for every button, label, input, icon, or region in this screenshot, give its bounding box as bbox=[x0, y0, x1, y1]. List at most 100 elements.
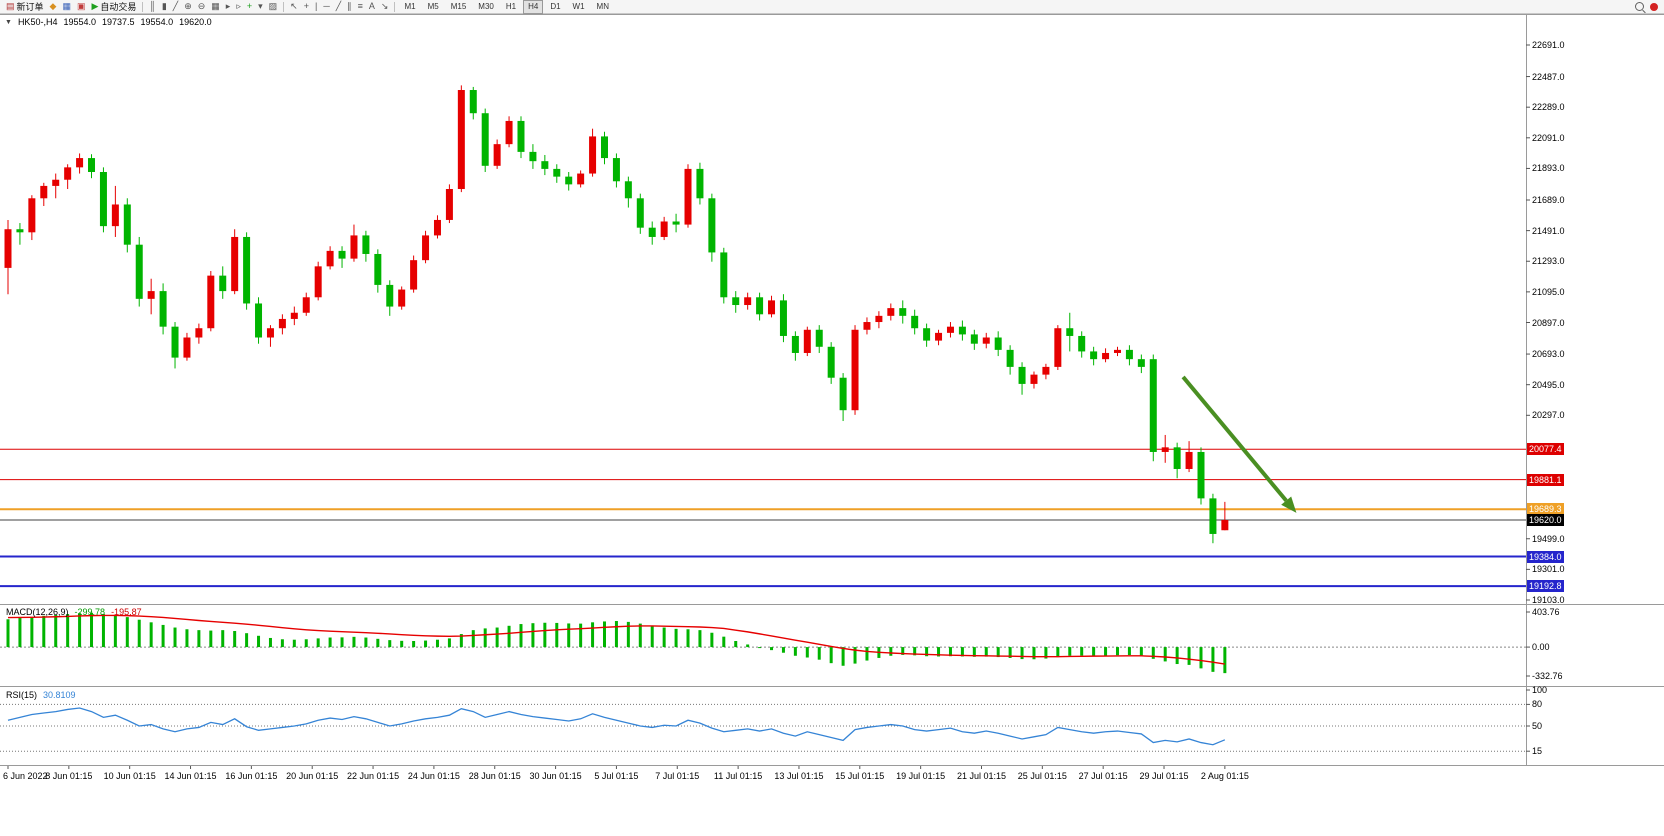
macd-indicator-label: MACD(12,26,9) -299.78 -195.87 bbox=[6, 607, 142, 617]
candle-body bbox=[207, 275, 215, 329]
timeframe-m1-button[interactable]: M1 bbox=[404, 2, 416, 11]
channel-button[interactable]: ∥ bbox=[344, 0, 355, 13]
timeframe-mn-button[interactable]: MN bbox=[596, 2, 609, 11]
timeframe-h1-button[interactable]: H1 bbox=[505, 2, 517, 11]
horizontal-line-icon: ─ bbox=[323, 1, 330, 11]
macd-histogram-bar bbox=[435, 639, 439, 648]
macd-histogram-bar bbox=[770, 647, 774, 651]
zoom-out-button[interactable]: ⊖ bbox=[195, 0, 209, 13]
timeframe-m15-button[interactable]: M15 bbox=[450, 2, 467, 11]
timeframe-m5-button[interactable]: M5 bbox=[427, 2, 439, 11]
text-button[interactable]: A bbox=[366, 0, 378, 13]
periods-button[interactable]: ▾ bbox=[255, 0, 266, 13]
candle-body bbox=[720, 252, 728, 298]
time-axis-label: 21 Jul 01:15 bbox=[956, 771, 1007, 781]
macd-histogram-bar bbox=[722, 636, 726, 648]
macd-histogram-bar bbox=[268, 637, 272, 648]
macd-histogram-bar bbox=[1104, 647, 1108, 656]
timeframe-d1-button[interactable]: D1 bbox=[550, 2, 561, 11]
macd-histogram-bar bbox=[412, 641, 416, 648]
candle-body bbox=[1054, 328, 1062, 367]
macd-histogram-bar bbox=[579, 623, 583, 648]
rsi-axis-label: 50 bbox=[1532, 721, 1543, 731]
search-button[interactable] bbox=[1632, 0, 1647, 13]
autotrading-button[interactable]: ▶ 自动交易 bbox=[88, 0, 139, 13]
price-badge: 19881.1 bbox=[1527, 474, 1564, 486]
zoom-in-button[interactable]: ⊕ bbox=[181, 0, 195, 13]
macd-histogram-bar bbox=[996, 647, 1000, 658]
macd-histogram-bar bbox=[197, 630, 201, 648]
trendline-button[interactable]: ╱ bbox=[333, 0, 344, 13]
terminal-button[interactable]: ▣ bbox=[74, 0, 89, 13]
horizontal-line-button[interactable]: ─ bbox=[320, 0, 332, 13]
price-axis-label: 21689.0 bbox=[1532, 195, 1565, 205]
macd-histogram-bar bbox=[30, 617, 34, 648]
tile-windows-button[interactable]: ▦ bbox=[208, 0, 223, 13]
cursor-icon: ↖ bbox=[290, 1, 298, 11]
line-chart-button[interactable]: ╱ bbox=[170, 0, 181, 13]
macd-histogram-bar bbox=[603, 621, 606, 648]
timeframe-h4-button[interactable]: H4 bbox=[523, 0, 544, 14]
trend-arrow-head[interactable] bbox=[1281, 496, 1297, 513]
candle-body bbox=[64, 167, 72, 180]
bar-chart-button[interactable]: ║ bbox=[146, 0, 158, 13]
candle-body bbox=[135, 244, 143, 299]
candle-body bbox=[946, 326, 954, 333]
market-watch-button[interactable]: ▦ bbox=[59, 0, 74, 13]
macd-histogram-bar bbox=[292, 639, 296, 648]
macd-histogram-bar bbox=[650, 625, 654, 648]
new-order-button[interactable]: ▤ 新订单 bbox=[3, 0, 47, 13]
candle-body bbox=[123, 204, 131, 245]
macd-histogram-bar bbox=[137, 619, 141, 648]
trend-arrow[interactable] bbox=[1181, 375, 1288, 502]
candle-body bbox=[505, 120, 513, 145]
crosshair-button[interactable]: + bbox=[301, 0, 312, 13]
candle-body bbox=[195, 328, 203, 338]
macd-histogram-bar bbox=[1020, 647, 1024, 660]
macd-histogram-bar bbox=[304, 639, 308, 648]
candle-body bbox=[994, 337, 1002, 350]
candlestick-chart-button[interactable]: ▮ bbox=[159, 0, 170, 13]
macd-histogram-bar bbox=[1032, 647, 1036, 660]
chart-low-value: 19554.0 bbox=[140, 17, 174, 27]
timeframe-m30-button[interactable]: M30 bbox=[478, 2, 494, 11]
cursor-button[interactable]: ↖ bbox=[287, 0, 301, 13]
macd-histogram-bar bbox=[364, 637, 368, 648]
macd-histogram-bar bbox=[567, 623, 571, 648]
autotrading-play-icon: ▶ bbox=[91, 1, 99, 11]
toolbar-separator bbox=[142, 1, 144, 12]
macd-histogram-bar bbox=[1211, 647, 1215, 672]
timeframe-w1-button[interactable]: W1 bbox=[572, 2, 585, 11]
chart-title-expander-icon[interactable]: ▼ bbox=[5, 18, 12, 26]
candle-body bbox=[1197, 451, 1205, 499]
candle-body bbox=[577, 173, 585, 185]
auto-scroll-button[interactable]: ▸ bbox=[223, 0, 234, 13]
charts-button[interactable]: ◆ bbox=[47, 0, 60, 13]
macd-histogram-bar bbox=[1139, 647, 1143, 656]
candle-body bbox=[266, 328, 274, 338]
candle-body bbox=[410, 260, 418, 290]
price-axis-label: 20897.0 bbox=[1532, 318, 1565, 328]
chart-shift-button[interactable]: ▹ bbox=[233, 0, 244, 13]
price-axis-label: 21293.0 bbox=[1532, 256, 1565, 266]
arrows-button[interactable]: ↘ bbox=[378, 0, 392, 13]
chart-symbol-period: HK50-,H4 bbox=[17, 17, 58, 27]
fibonacci-button[interactable]: ≡ bbox=[355, 0, 366, 13]
time-axis-label: 25 Jul 01:15 bbox=[1017, 771, 1067, 781]
vertical-line-button[interactable]: | bbox=[312, 0, 320, 13]
indicators-button[interactable]: + bbox=[244, 0, 255, 13]
macd-histogram-bar bbox=[125, 617, 129, 648]
chart-title: ▼ HK50-,H4 19554.0 19737.5 19554.0 19620… bbox=[5, 17, 212, 27]
candle-body bbox=[827, 346, 835, 378]
candle-body bbox=[40, 185, 48, 199]
templates-button[interactable]: ▨ bbox=[266, 0, 281, 13]
community-button[interactable] bbox=[1647, 0, 1661, 13]
macd-histogram-bar bbox=[662, 627, 666, 648]
candle-body bbox=[1006, 349, 1014, 367]
macd-histogram-bar bbox=[1068, 647, 1072, 656]
macd-histogram-bar bbox=[555, 622, 559, 648]
macd-histogram-bar bbox=[221, 630, 225, 648]
macd-histogram-bar bbox=[185, 629, 189, 648]
macd-histogram-bar bbox=[6, 619, 10, 648]
